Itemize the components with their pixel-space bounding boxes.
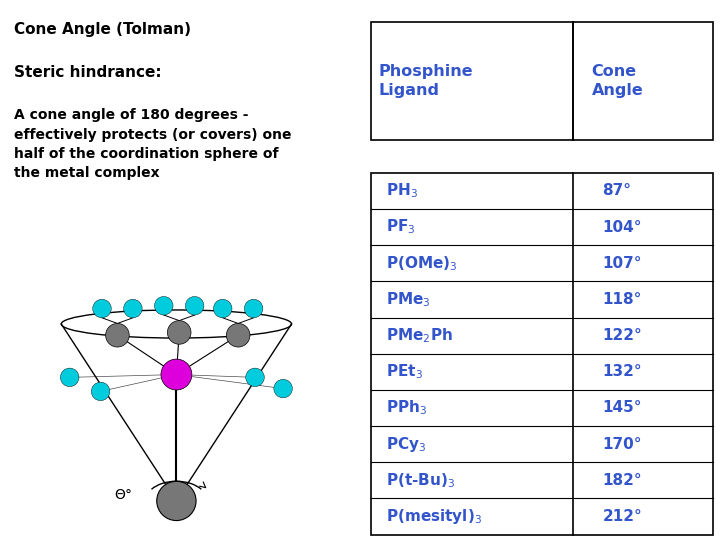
Circle shape xyxy=(244,299,263,318)
Text: $\Theta°$: $\Theta°$ xyxy=(114,488,132,502)
Text: P(OMe)$_3$: P(OMe)$_3$ xyxy=(386,254,457,273)
Text: Cone
Angle: Cone Angle xyxy=(592,64,643,98)
Circle shape xyxy=(157,481,196,521)
Circle shape xyxy=(161,359,192,390)
Text: 132°: 132° xyxy=(603,364,642,379)
Circle shape xyxy=(124,299,142,318)
Text: 107°: 107° xyxy=(603,256,642,271)
Circle shape xyxy=(155,296,173,315)
Text: PMe$_2$Ph: PMe$_2$Ph xyxy=(386,326,453,345)
Bar xyxy=(372,173,713,535)
Circle shape xyxy=(91,382,110,401)
Circle shape xyxy=(246,368,264,387)
Circle shape xyxy=(106,323,129,347)
Text: Cone Angle (Tolman): Cone Angle (Tolman) xyxy=(14,22,192,37)
Circle shape xyxy=(226,323,250,347)
Text: A cone angle of 180 degrees -
effectively protects (or covers) one
half of the c: A cone angle of 180 degrees - effectivel… xyxy=(14,108,292,180)
Text: 145°: 145° xyxy=(603,401,642,415)
Text: 87°: 87° xyxy=(603,184,631,198)
Circle shape xyxy=(213,299,232,318)
Text: P(t-Bu)$_3$: P(t-Bu)$_3$ xyxy=(386,471,455,490)
Text: 122°: 122° xyxy=(603,328,642,343)
Text: PEt$_3$: PEt$_3$ xyxy=(386,362,423,381)
Text: PH$_3$: PH$_3$ xyxy=(386,181,418,200)
Text: 118°: 118° xyxy=(603,292,642,307)
Circle shape xyxy=(274,379,292,398)
Text: P(mesityl)$_3$: P(mesityl)$_3$ xyxy=(386,507,482,526)
Text: Phosphine
Ligand: Phosphine Ligand xyxy=(379,64,473,98)
Text: 104°: 104° xyxy=(603,220,642,234)
Circle shape xyxy=(60,368,79,387)
Bar xyxy=(372,22,713,140)
Text: 182°: 182° xyxy=(603,473,642,488)
Circle shape xyxy=(185,296,204,315)
Text: 212°: 212° xyxy=(603,509,642,524)
Circle shape xyxy=(93,299,112,318)
Text: PPh$_3$: PPh$_3$ xyxy=(386,399,427,417)
Text: Steric hindrance:: Steric hindrance: xyxy=(14,65,162,80)
Circle shape xyxy=(168,321,191,344)
Text: PCy$_3$: PCy$_3$ xyxy=(386,435,426,454)
Text: 170°: 170° xyxy=(603,437,642,451)
Text: PF$_3$: PF$_3$ xyxy=(386,218,415,237)
Text: PMe$_3$: PMe$_3$ xyxy=(386,290,431,309)
